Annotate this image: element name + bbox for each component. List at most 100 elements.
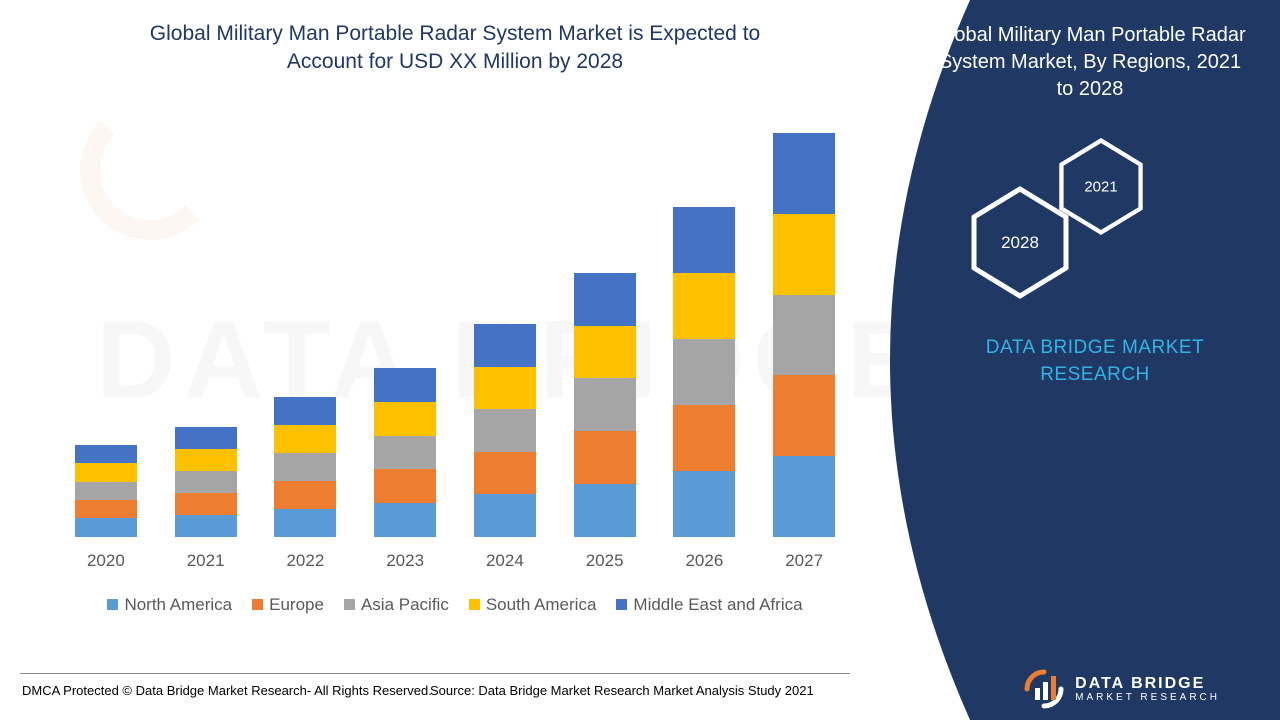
bar-segment [75,445,137,463]
bar-segment [274,397,336,425]
bar-group [70,97,142,537]
chart-area: Global Military Man Portable Radar Syste… [60,20,850,660]
bar-segment [773,133,835,214]
legend-label: Europe [269,595,324,615]
bar-group [669,97,741,537]
right-panel: Global Military Man Portable Radar Syste… [850,0,1280,720]
chart-title: Global Military Man Portable Radar Syste… [135,20,775,77]
bar-segment [75,482,137,500]
footer-logo-text-bottom: MARKET RESEARCH [1075,692,1220,703]
bar-segment [175,427,237,449]
x-axis-label: 2024 [469,551,541,571]
x-axis-label: 2023 [369,551,441,571]
x-axis-label: 2020 [70,551,142,571]
bar-segment [673,471,735,537]
legend-item: Middle East and Africa [616,595,802,615]
bar-segment [274,509,336,537]
right-panel-title: Global Military Man Portable Radar Syste… [930,22,1250,103]
bars-container [60,97,850,537]
bar-stack [75,97,137,537]
bar-segment [574,326,636,379]
bar-group [569,97,641,537]
legend-item: Europe [252,595,324,615]
x-axis-label: 2022 [270,551,342,571]
bar-segment [175,493,237,515]
bar-segment [75,518,137,536]
legend-swatch [252,599,263,610]
legend-label: North America [124,595,232,615]
footer: DMCA Protected © Data Bridge Market Rese… [0,670,1280,720]
bar-stack [673,97,735,537]
bar-segment [374,402,436,436]
bar-segment [673,405,735,471]
bar-segment [673,339,735,405]
bar-segment [773,214,835,295]
chart-legend: North America Europe Asia Pacific South Ame… [60,595,850,615]
x-axis-labels: 2020 2021 2022 2023 2024 2025 2026 2027 [60,551,850,571]
bar-segment [773,375,835,456]
footer-logo-text: DATA BRIDGE MARKET RESEARCH [1075,675,1220,704]
legend-item: North America [107,595,232,615]
legend-label: South America [486,595,597,615]
x-axis-label: 2026 [669,551,741,571]
legend-item: South America [469,595,597,615]
bar-segment [474,452,536,495]
bar-stack [773,97,835,537]
legend-swatch [107,599,118,610]
footer-logo-icon [1023,668,1065,710]
bar-segment [474,409,536,452]
bar-segment [75,463,137,481]
x-axis-label: 2027 [768,551,840,571]
brand-name-text: DATA BRIDGE MARKET RESEARCH [945,335,1245,388]
footer-divider [20,673,850,674]
bar-group [469,97,541,537]
bar-segment [474,324,536,367]
hexagon-2021: 2021 [1058,137,1144,236]
bar-segment [374,368,436,402]
bar-segment [574,484,636,537]
bar-segment [374,469,436,503]
bar-stack [175,97,237,537]
bar-group [270,97,342,537]
bar-segment [374,436,436,470]
legend-swatch [616,599,627,610]
bar-segment [574,378,636,431]
bar-group [768,97,840,537]
bar-segment [374,503,436,537]
footer-logo-text-top: DATA BRIDGE [1075,675,1220,693]
legend-label: Middle East and Africa [633,595,802,615]
legend-label: Asia Pacific [361,595,449,615]
bar-stack [574,97,636,537]
bar-stack [474,97,536,537]
bar-segment [274,453,336,481]
bar-segment [474,367,536,410]
legend-swatch [344,599,355,610]
hexagon-group: 2028 2021 [970,155,1190,315]
bar-segment [574,273,636,326]
infographic-container: DATA BRIDGE Global Military Man Portable… [0,0,1280,720]
bar-group [369,97,441,537]
bar-stack [274,97,336,537]
bar-segment [75,500,137,518]
bar-segment [574,431,636,484]
bar-segment [175,515,237,537]
bar-stack [374,97,436,537]
bar-group [170,97,242,537]
bar-segment [274,481,336,509]
bar-segment [474,494,536,537]
legend-item: Asia Pacific [344,595,449,615]
bar-segment [773,456,835,537]
bar-segment [175,449,237,471]
hex-label-2021: 2021 [1084,178,1117,195]
bar-segment [175,471,237,493]
x-axis-label: 2025 [569,551,641,571]
bar-segment [773,295,835,376]
footer-copyright: DMCA Protected © Data Bridge Market Rese… [22,683,432,698]
bar-segment [673,273,735,339]
hex-label-2028: 2028 [1001,233,1039,253]
bar-segment [274,425,336,453]
footer-logo: DATA BRIDGE MARKET RESEARCH [1023,668,1220,710]
footer-source: Source: Data Bridge Market Research Mark… [430,683,814,698]
legend-swatch [469,599,480,610]
x-axis-label: 2021 [170,551,242,571]
